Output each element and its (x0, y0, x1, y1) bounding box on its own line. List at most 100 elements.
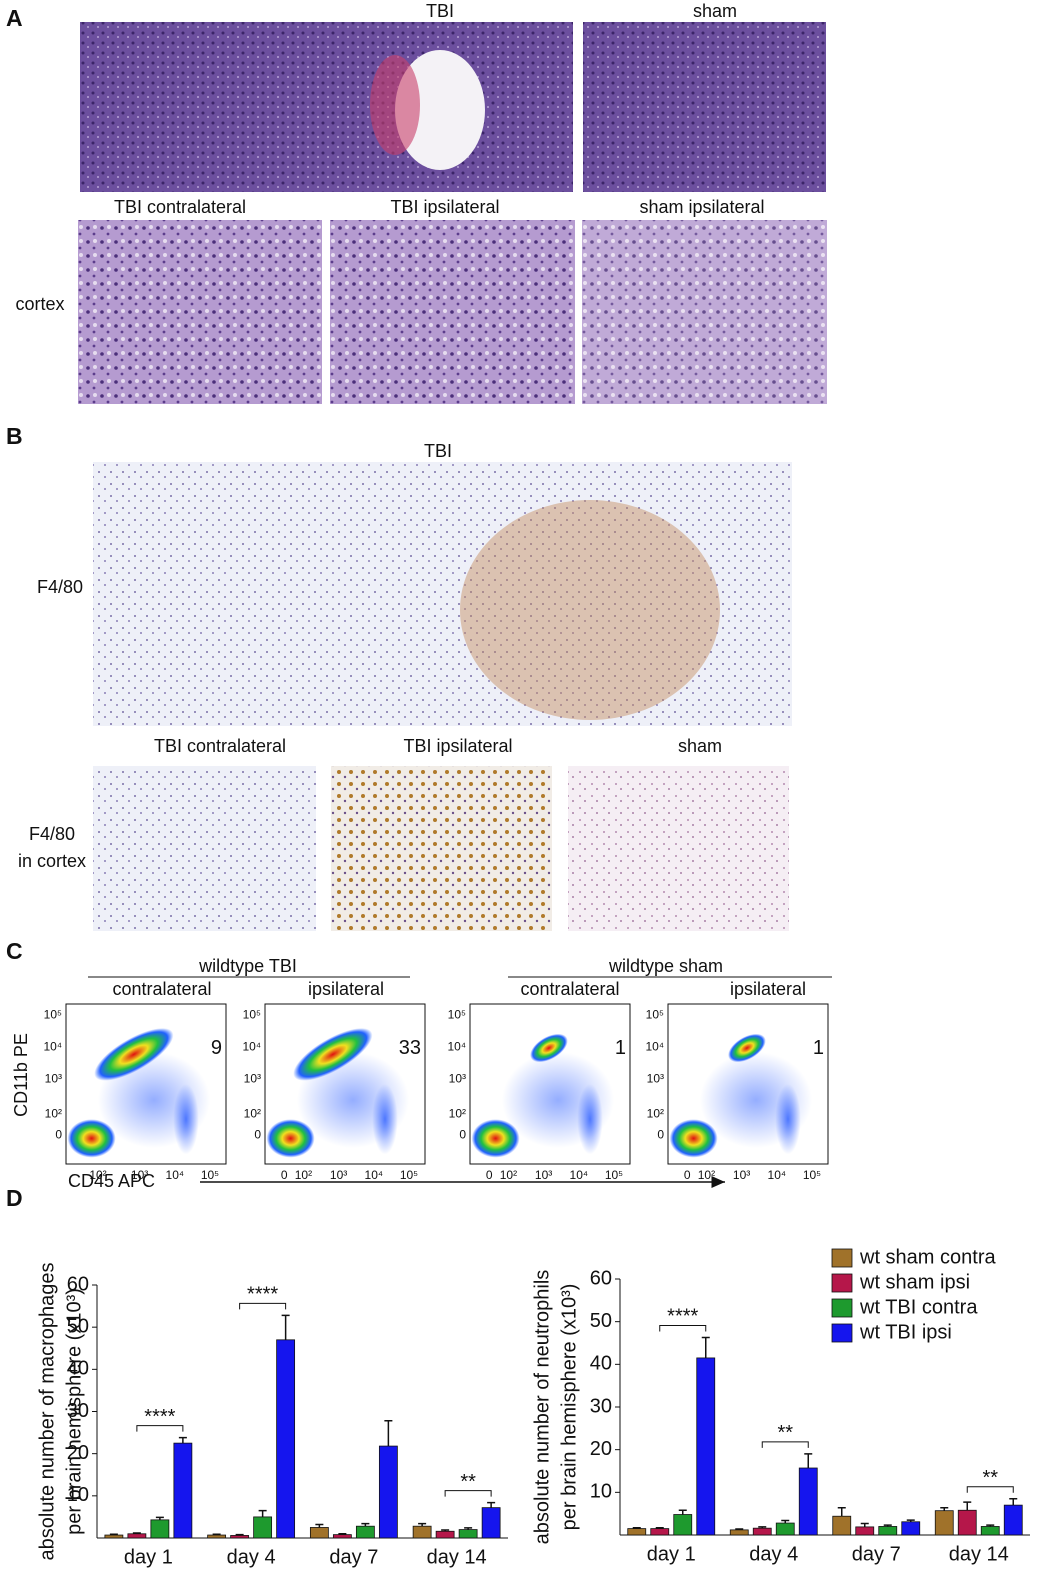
y-axis-label: per brain hemisphere (x10³) (558, 1284, 580, 1531)
error-bar (441, 1529, 450, 1532)
bar (901, 1521, 921, 1536)
x-tick-label: day 4 (227, 1546, 276, 1568)
error-bar (418, 1522, 427, 1527)
error-bar (701, 1336, 710, 1358)
ihc-image (93, 766, 316, 931)
x-tick-label: day 7 (329, 1546, 378, 1568)
error-bar (361, 1522, 370, 1527)
population (173, 1084, 199, 1155)
bar (378, 1445, 398, 1539)
bar (934, 1510, 954, 1536)
error-bar (986, 1524, 995, 1527)
x-tick-label: 10² (295, 1168, 312, 1182)
significance-label: **** (144, 1406, 175, 1428)
row-label: F4/80 (37, 577, 83, 597)
image-title: TBI contralateral (114, 197, 246, 217)
y-tick-label: 10² (244, 1107, 261, 1121)
legend-swatch (831, 1323, 853, 1343)
y-tick-label: 40 (67, 1358, 89, 1380)
significance-bracket (136, 1425, 184, 1432)
x-tick-label: 0 (486, 1168, 493, 1182)
error-bar (178, 1436, 187, 1444)
ihc-image (331, 766, 552, 931)
y-tick-label: 10³ (647, 1071, 664, 1085)
y-tick-label: 10⁴ (447, 1039, 466, 1053)
image-title: TBI ipsilateral (390, 197, 499, 217)
y-axis-label: absolute number of macrophages (36, 1263, 58, 1561)
significance-bracket (659, 1324, 707, 1332)
bar (980, 1526, 1000, 1536)
image-title: sham ipsilateral (639, 197, 764, 217)
y-tick-label: 10³ (449, 1071, 466, 1085)
bar (173, 1442, 193, 1539)
error-bar (906, 1519, 915, 1522)
x-tick-label: 0 (281, 1168, 288, 1182)
population (94, 1028, 174, 1081)
error-bar (940, 1506, 949, 1511)
y-tick-label: 60 (67, 1273, 89, 1295)
x-tick-label: 10⁵ (201, 1168, 219, 1182)
group-title: wildtype sham (608, 956, 723, 976)
bar (752, 1527, 772, 1536)
bar (673, 1514, 693, 1536)
y-tick-label: 10² (45, 1107, 62, 1121)
legend-label: wt TBI ipsi (859, 1321, 952, 1343)
bar (458, 1529, 478, 1539)
x-tick-label: day 7 (852, 1543, 901, 1565)
legend-swatch (831, 1273, 853, 1293)
bar (150, 1519, 170, 1539)
plot-title: ipsilateral (730, 979, 806, 999)
x-tick-label: day 1 (124, 1546, 173, 1568)
histology-image (80, 22, 573, 192)
population (266, 1119, 315, 1158)
x-tick-label: 10⁵ (605, 1168, 623, 1182)
histology-image (583, 22, 826, 192)
x-tick-label: day 1 (647, 1543, 696, 1565)
y-axis-label: absolute number of neutrophils (531, 1270, 553, 1545)
significance-label: ** (777, 1422, 793, 1444)
y-tick-label: 0 (254, 1127, 261, 1141)
error-bar (804, 1453, 813, 1469)
plot-title: contralateral (112, 979, 211, 999)
y-tick-label: 0 (55, 1127, 62, 1141)
image-title: TBI (424, 441, 452, 461)
plot-title: contralateral (520, 979, 619, 999)
x-tick-label: 10⁴ (365, 1168, 384, 1182)
bar (332, 1534, 352, 1539)
significance-label: ** (982, 1467, 998, 1489)
population (67, 1119, 116, 1158)
y-tick-label: 50 (590, 1310, 612, 1332)
bar (412, 1525, 432, 1539)
error-bar (758, 1526, 767, 1529)
x-tick-label: 10⁴ (570, 1168, 589, 1182)
bar (1003, 1504, 1023, 1536)
image-title: sham (678, 736, 722, 756)
y-tick-label: 0 (657, 1127, 664, 1141)
population (577, 1084, 603, 1155)
population (471, 1119, 520, 1158)
legend-label: wt sham ipsi (859, 1271, 970, 1293)
bar (775, 1522, 795, 1536)
row-label: in cortex (18, 851, 86, 871)
plot-title: ipsilateral (308, 979, 384, 999)
x-tick-label: day 4 (749, 1543, 798, 1565)
panel-label: D (6, 1185, 23, 1211)
population (728, 1033, 766, 1063)
bar (276, 1339, 296, 1539)
population (372, 1084, 398, 1155)
y-tick-label: 60 (590, 1267, 612, 1289)
x-tick-label: 10² (89, 1168, 106, 1182)
significance-label: **** (247, 1284, 278, 1306)
gate-percent: 9 (211, 1037, 222, 1059)
error-bar (338, 1533, 347, 1535)
histology-image (582, 220, 827, 404)
population (530, 1033, 568, 1063)
error-bar (132, 1532, 141, 1534)
error-bar (735, 1528, 744, 1530)
error-bar (883, 1524, 892, 1527)
y-tick-label: 10³ (244, 1071, 261, 1085)
y-axis-label: per brain hemisphere (x10³) (63, 1288, 85, 1535)
y-tick-label: 30 (67, 1400, 89, 1422)
bar (650, 1528, 670, 1536)
